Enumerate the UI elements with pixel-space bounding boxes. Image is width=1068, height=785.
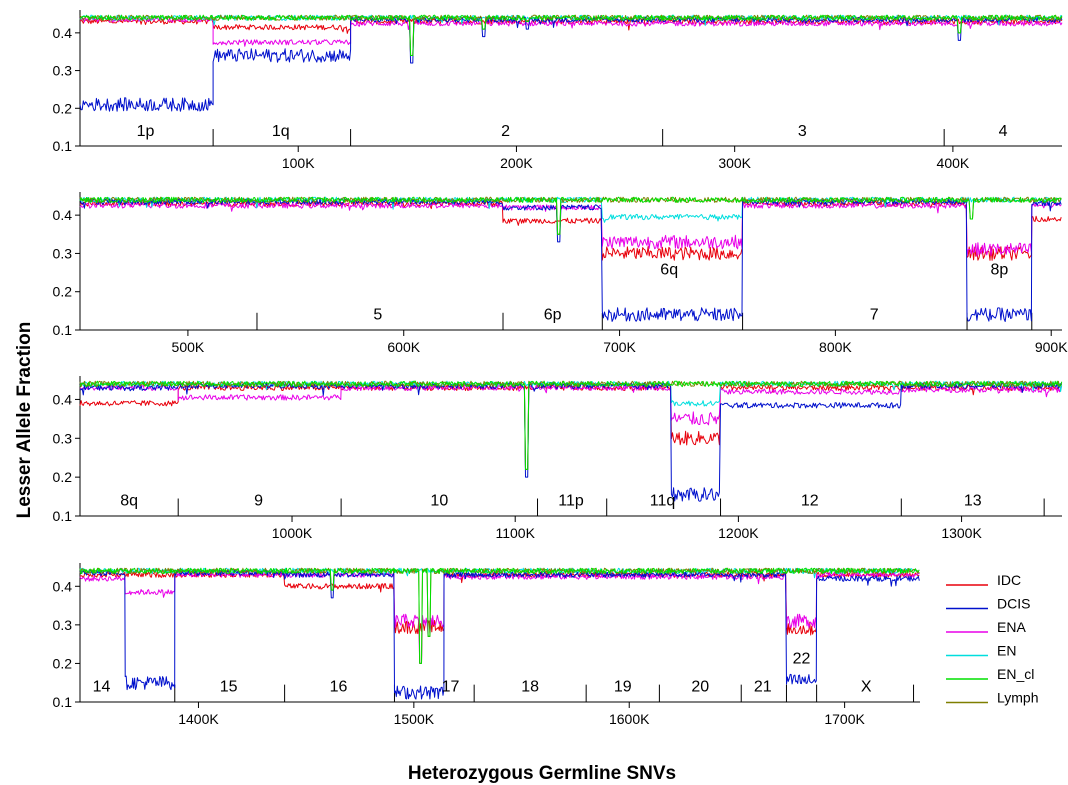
chromosome-label: 1q bbox=[272, 123, 290, 140]
chromosome-label: 8p bbox=[991, 261, 1009, 278]
chromosome-label: 21 bbox=[754, 679, 772, 696]
x-tick-label: 900K bbox=[1035, 339, 1068, 355]
y-tick-label: 0.1 bbox=[53, 322, 73, 338]
chromosome-label: 1p bbox=[137, 123, 155, 140]
series-line-idc bbox=[79, 200, 1062, 261]
chromosome-label: 18 bbox=[521, 679, 539, 696]
chromosome-label: 13 bbox=[964, 493, 982, 510]
chromosome-label: 11q bbox=[650, 493, 676, 510]
legend-label: EN bbox=[997, 643, 1016, 659]
chromosome-label: 16 bbox=[330, 679, 348, 696]
x-tick-label: 1100K bbox=[495, 525, 535, 541]
series-line-lymph bbox=[79, 380, 1063, 470]
x-tick-label: 1500K bbox=[394, 711, 435, 727]
y-tick-label: 0.1 bbox=[53, 508, 73, 524]
x-tick-label: 1400K bbox=[178, 711, 219, 727]
series-line-en-cl bbox=[79, 380, 1063, 470]
x-tick-label: 400K bbox=[937, 155, 970, 171]
series-line-ena bbox=[79, 202, 1062, 257]
legend: IDC DCIS ENA EN EN_cl Lymph bbox=[946, 572, 1039, 706]
x-axis-label: Heterozygous Germline SNVs bbox=[408, 763, 676, 784]
chromosome-label: 6p bbox=[544, 307, 562, 324]
y-tick-label: 0.2 bbox=[53, 100, 73, 116]
panel-4: 0.1 0.2 0.3 0.4 1400K 1500K 1600K 1700K 14 15 16 17… bbox=[53, 563, 920, 727]
chromosome-label: 20 bbox=[691, 679, 709, 696]
y-tick-label: 0.3 bbox=[53, 430, 73, 446]
chromosome-label: 11p bbox=[558, 493, 584, 510]
panel-1: 0.1 0.2 0.3 0.4 100K 200K 300K 400K 1p 1q 2 3 4 bbox=[53, 10, 1063, 171]
series-line-en-cl bbox=[79, 196, 1062, 235]
series-line-ena bbox=[79, 16, 1063, 56]
panel-3: 0.1 0.2 0.3 0.4 1000K 1100K 1200K 1300K 8q 9 10 11p… bbox=[53, 376, 1063, 541]
chromosome-label: 7 bbox=[870, 307, 879, 324]
x-tick-label: 100K bbox=[282, 155, 315, 171]
panel-2: 0.1 0.2 0.3 0.4 500K 600K 700K 800K 900K 5 6p 7 6q 8p bbox=[53, 192, 1068, 355]
series-line-lymph bbox=[79, 567, 920, 664]
series-line-lymph bbox=[79, 196, 1062, 235]
chromosome-label: 14 bbox=[93, 679, 111, 696]
chromosome-label: 8q bbox=[120, 493, 138, 510]
y-tick-label: 0.1 bbox=[53, 694, 73, 710]
x-tick-label: 1700K bbox=[824, 711, 865, 727]
chromosome-label: 4 bbox=[999, 123, 1008, 140]
chromosome-label: 5 bbox=[373, 307, 382, 324]
series-line-idc bbox=[79, 384, 1063, 446]
series-line-dcis bbox=[79, 569, 920, 700]
series-line-en-cl bbox=[79, 14, 1063, 56]
x-tick-label: 500K bbox=[172, 339, 205, 355]
chromosome-label: 9 bbox=[254, 493, 263, 510]
series-line-dcis bbox=[79, 198, 1062, 322]
y-tick-label: 0.2 bbox=[53, 284, 73, 300]
y-tick-label: 0.4 bbox=[53, 25, 73, 41]
chromosome-label: 22 bbox=[793, 650, 811, 667]
legend-label: EN_cl bbox=[997, 666, 1034, 682]
chromosome-label: 6q bbox=[660, 261, 678, 278]
x-tick-label: 800K bbox=[819, 339, 852, 355]
x-tick-label: 600K bbox=[387, 339, 420, 355]
y-tick-label: 0.3 bbox=[53, 63, 73, 79]
x-tick-label: 1600K bbox=[609, 711, 650, 727]
legend-label: Lymph bbox=[997, 690, 1039, 706]
chromosome-label: 3 bbox=[798, 123, 807, 140]
chromosome-label: 17 bbox=[442, 679, 460, 696]
y-tick-label: 0.4 bbox=[53, 207, 73, 223]
legend-label: ENA bbox=[997, 619, 1026, 635]
chromosome-label: 2 bbox=[501, 123, 510, 140]
series-line-ena bbox=[79, 384, 1062, 470]
x-tick-label: 1300K bbox=[941, 525, 982, 541]
y-axis-label: Lesser Allele Fraction bbox=[14, 322, 35, 519]
y-tick-label: 0.3 bbox=[53, 245, 73, 261]
chromosome-label: 19 bbox=[614, 679, 632, 696]
x-tick-label: 700K bbox=[603, 339, 636, 355]
chromosome-label: 12 bbox=[801, 493, 819, 510]
series-line-en-cl bbox=[79, 567, 920, 664]
series-line-dcis bbox=[79, 382, 1063, 502]
y-tick-label: 0.3 bbox=[53, 617, 73, 633]
legend-label: DCIS bbox=[997, 596, 1030, 612]
chromosome-label: X bbox=[861, 679, 872, 696]
y-tick-label: 0.4 bbox=[53, 391, 73, 407]
x-tick-label: 200K bbox=[500, 155, 533, 171]
chromosome-label: 10 bbox=[430, 493, 448, 510]
chromosome-label: 15 bbox=[220, 679, 238, 696]
y-tick-label: 0.4 bbox=[53, 578, 73, 594]
y-tick-label: 0.2 bbox=[53, 469, 73, 485]
series-line-dcis bbox=[79, 16, 1063, 112]
x-tick-label: 1200K bbox=[718, 525, 759, 541]
legend-label: IDC bbox=[997, 572, 1021, 588]
y-tick-label: 0.2 bbox=[53, 655, 73, 671]
y-tick-label: 0.1 bbox=[53, 138, 73, 154]
x-tick-label: 300K bbox=[718, 155, 751, 171]
x-tick-label: 1000K bbox=[272, 525, 313, 541]
